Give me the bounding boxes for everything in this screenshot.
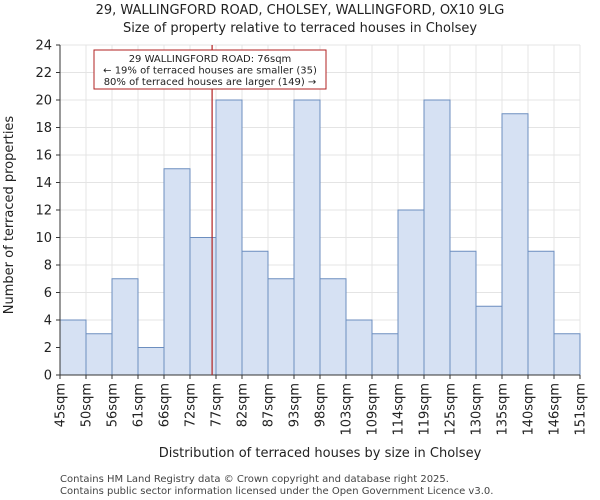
x-tick-label-56sqm: 56sqm [106, 383, 121, 427]
bar-140sqm [527, 250, 555, 376]
bar-93sqm [293, 99, 321, 376]
x-tick-label-140sqm: 140sqm [522, 383, 537, 436]
bars [59, 99, 581, 376]
bar-77sqm [215, 99, 243, 376]
bar-135sqm [501, 113, 529, 376]
x-tick-label-114sqm: 114sqm [392, 383, 407, 436]
bar-87sqm [267, 278, 295, 376]
x-axis-label: Distribution of terraced houses by size … [159, 446, 482, 461]
y-tick-label: 8 [44, 259, 52, 274]
x-tick-label-93sqm: 93sqm [288, 383, 303, 427]
y-tick-label: 24 [35, 39, 52, 54]
y-tick-label: 18 [35, 121, 52, 136]
annotation-box [93, 49, 327, 90]
x-tick-label-77sqm: 77sqm [210, 383, 225, 427]
bar-98sqm [319, 278, 347, 376]
bar-125sqm [449, 250, 477, 376]
x-tick-label-50sqm: 50sqm [80, 383, 95, 427]
chart-subtitle: Size of property relative to terraced ho… [123, 21, 477, 36]
x-tick-label-66sqm: 66sqm [158, 383, 173, 427]
annotation-line-3: 80% of terraced houses are larger (149) … [104, 77, 317, 88]
bar-130sqm [475, 305, 503, 376]
bar-109sqm [371, 333, 399, 376]
x-tick-label-61sqm: 61sqm [132, 383, 147, 427]
y-tick-label: 2 [44, 341, 52, 356]
y-tick-label: 22 [35, 66, 52, 81]
x-tick-label-130sqm: 130sqm [470, 383, 485, 436]
x-tick-label-125sqm: 125sqm [444, 383, 459, 436]
y-tick-label: 12 [35, 204, 52, 219]
footer-line-2: Contains public sector information licen… [60, 486, 493, 497]
bar-103sqm [345, 319, 373, 376]
footer-line-1: Contains HM Land Registry data © Crown c… [60, 474, 449, 485]
x-tick-label-82sqm: 82sqm [236, 383, 251, 427]
bar-45sqm [59, 319, 87, 376]
y-tick-label: 10 [35, 231, 52, 246]
x-tick-label-109sqm: 109sqm [366, 383, 381, 436]
x-tick-label-45sqm: 45sqm [54, 383, 69, 427]
bar-50sqm [85, 333, 113, 376]
x-tick-label-146sqm: 146sqm [548, 383, 563, 436]
x-tick-label-103sqm: 103sqm [340, 383, 355, 436]
y-tick-label: 16 [35, 149, 52, 164]
y-axis-label: Number of terraced properties [2, 116, 17, 315]
y-tick-label: 4 [44, 314, 52, 329]
annotation-line-1: 29 WALLINGFORD ROAD: 76sqm [129, 54, 292, 65]
bar-56sqm [111, 278, 139, 376]
y-tick-label: 6 [44, 286, 52, 301]
x-tick-label-135sqm: 135sqm [496, 383, 511, 436]
x-tick-label-119sqm: 119sqm [418, 383, 433, 436]
bar-66sqm [163, 168, 191, 376]
x-tick-label-151sqm: 151sqm [574, 383, 589, 436]
x-tick-label-72sqm: 72sqm [184, 383, 199, 427]
y-tick-label: 20 [35, 94, 52, 109]
bar-114sqm [397, 209, 425, 376]
y-tick-label: 0 [44, 369, 52, 384]
bar-82sqm [241, 250, 269, 376]
x-tick-label-87sqm: 87sqm [262, 383, 277, 427]
y-tick-label: 14 [35, 176, 52, 191]
property-marker: 29 WALLINGFORD ROAD: 76sqm← 19% of terra… [93, 45, 327, 375]
chart-title: 29, WALLINGFORD ROAD, CHOLSEY, WALLINGFO… [96, 3, 505, 18]
bar-61sqm [137, 347, 165, 376]
bar-119sqm [423, 99, 451, 376]
bar-146sqm [553, 333, 581, 376]
annotation-line-2: ← 19% of terraced houses are smaller (35… [103, 66, 317, 77]
x-tick-label-98sqm: 98sqm [314, 383, 329, 427]
